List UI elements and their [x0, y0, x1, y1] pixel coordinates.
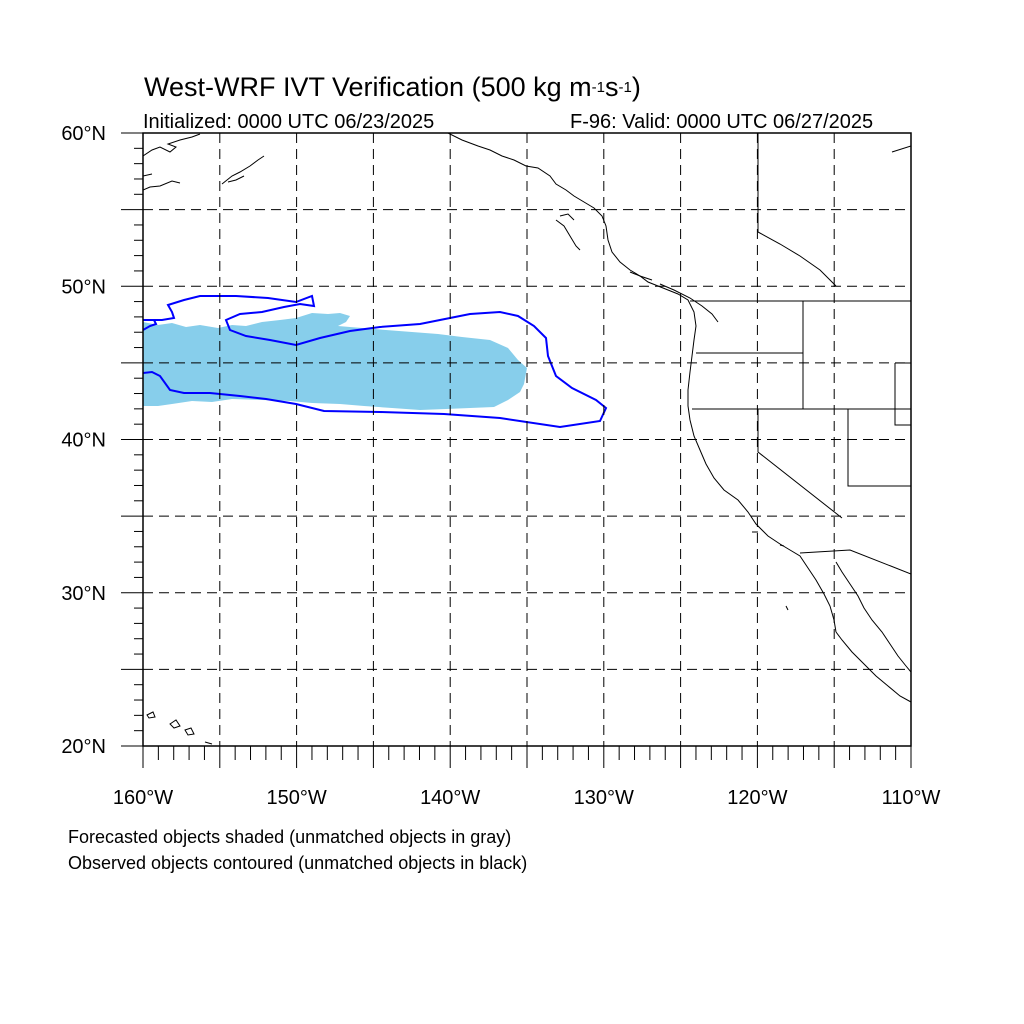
alaska-coast — [143, 133, 653, 281]
chart-title: West-WRF IVT Verification (500 kg m-1s-1… — [144, 72, 641, 102]
alaska-islands — [221, 155, 581, 251]
observed-ivt-contour-west-tip — [143, 319, 158, 331]
lat-tick-label: 50°N — [61, 276, 106, 298]
lon-tick-label: 110°W — [882, 787, 941, 809]
canada-lines — [757, 133, 911, 287]
hawaii-islands — [146, 711, 213, 745]
lon-tick-label: 150°W — [266, 787, 326, 809]
forecast-ivt-object — [143, 313, 527, 410]
initialized-time: Initialized: 0000 UTC 06/23/2025 — [143, 111, 435, 133]
baja-gulf-coast — [835, 561, 911, 703]
caption-observed: Observed objects contoured (unmatched ob… — [68, 853, 528, 873]
channel-islands — [752, 531, 789, 611]
lon-tick-label: 160°W — [113, 787, 173, 809]
latitude-labels: 60°N 50°N 40°N 30°N 20°N — [61, 123, 106, 758]
lon-tick-label: 120°W — [727, 787, 787, 809]
longitude-labels: 160°W 150°W 140°W 130°W 120°W 110°W — [113, 787, 941, 809]
lon-tick-label: 130°W — [574, 787, 634, 809]
graticule — [143, 133, 911, 746]
caption-forecast: Forecasted objects shaded (unmatched obj… — [68, 827, 512, 847]
lat-tick-label: 20°N — [61, 736, 106, 758]
forecast-objects — [143, 313, 527, 410]
lat-tick-label: 30°N — [61, 583, 106, 605]
axis-ticks — [121, 132, 912, 768]
lat-tick-label: 40°N — [61, 430, 106, 452]
valid-time: F-96: Valid: 0000 UTC 06/27/2025 — [570, 111, 874, 133]
lat-tick-label: 60°N — [61, 123, 106, 145]
west-coast — [629, 271, 837, 633]
state-borders — [692, 301, 911, 575]
lon-tick-label: 140°W — [420, 787, 480, 809]
vancouver-island — [659, 283, 719, 323]
